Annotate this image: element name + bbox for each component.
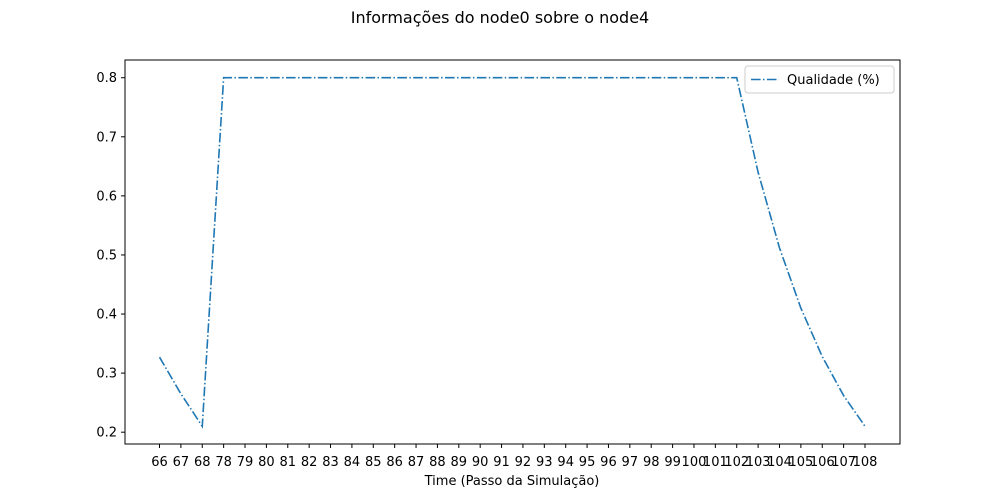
x-tick-label: 85: [365, 455, 382, 470]
x-tick-label: 67: [173, 455, 190, 470]
y-tick-label: 0.5: [96, 248, 117, 263]
x-tick-label: 100: [682, 455, 707, 470]
x-tick-label: 108: [853, 455, 878, 470]
y-tick-label: 0.8: [96, 71, 117, 86]
y-tick-label: 0.4: [96, 308, 117, 323]
x-tick-label: 94: [557, 455, 574, 470]
chart-title: Informações do node0 sobre o node4: [351, 8, 649, 27]
y-tick-label: 0.2: [96, 426, 117, 441]
x-tick-label: 82: [301, 455, 318, 470]
y-axis: 0.2 0.3 0.4 0.5 0.6 0.7 0.8: [96, 71, 125, 441]
x-tick-label: 68: [194, 455, 211, 470]
legend-label: Qualidade (%): [787, 73, 880, 88]
x-tick-label: 96: [600, 455, 617, 470]
series-layer: [158, 76, 866, 429]
x-tick-label: 80: [258, 455, 275, 470]
x-tick-label: 107: [831, 455, 856, 470]
x-tick-label: 83: [322, 455, 339, 470]
x-tick-label: 87: [408, 455, 425, 470]
x-tick-label: 97: [622, 455, 639, 470]
x-tick-label: 79: [237, 455, 254, 470]
x-tick-label: 101: [703, 455, 728, 470]
x-tick-label: 88: [429, 455, 446, 470]
x-tick-label: 78: [215, 455, 232, 470]
series-line: [158, 76, 866, 429]
x-axis: 66 67 68 78 79 80 81 82 83 84 85 86 87 88 89 90 91 92 93 94…: [151, 444, 877, 470]
x-tick-label: 104: [767, 455, 792, 470]
y-tick-label: 0.7: [96, 130, 117, 145]
x-tick-label: 93: [536, 455, 553, 470]
x-tick-label: 103: [746, 455, 771, 470]
x-tick-label: 102: [724, 455, 749, 470]
x-tick-label: 98: [643, 455, 660, 470]
x-tick-label: 91: [493, 455, 510, 470]
x-tick-label: 99: [664, 455, 681, 470]
legend: Qualidade (%): [744, 65, 895, 94]
x-axis-label: Time (Passo da Simulação): [424, 474, 600, 489]
y-tick-label: 0.6: [96, 189, 117, 204]
x-tick-label: 92: [515, 455, 532, 470]
plot-frame: [124, 59, 901, 445]
x-tick-label: 105: [788, 455, 813, 470]
legend-box: [744, 65, 895, 94]
x-tick-label: 81: [279, 455, 296, 470]
x-tick-label: 90: [472, 455, 489, 470]
x-tick-label: 106: [810, 455, 835, 470]
x-tick-label: 86: [386, 455, 403, 470]
y-tick-label: 0.3: [96, 367, 117, 382]
x-tick-label: 84: [344, 455, 361, 470]
x-tick-label: 95: [579, 455, 596, 470]
x-tick-label: 66: [151, 455, 168, 470]
x-tick-label: 89: [451, 455, 468, 470]
